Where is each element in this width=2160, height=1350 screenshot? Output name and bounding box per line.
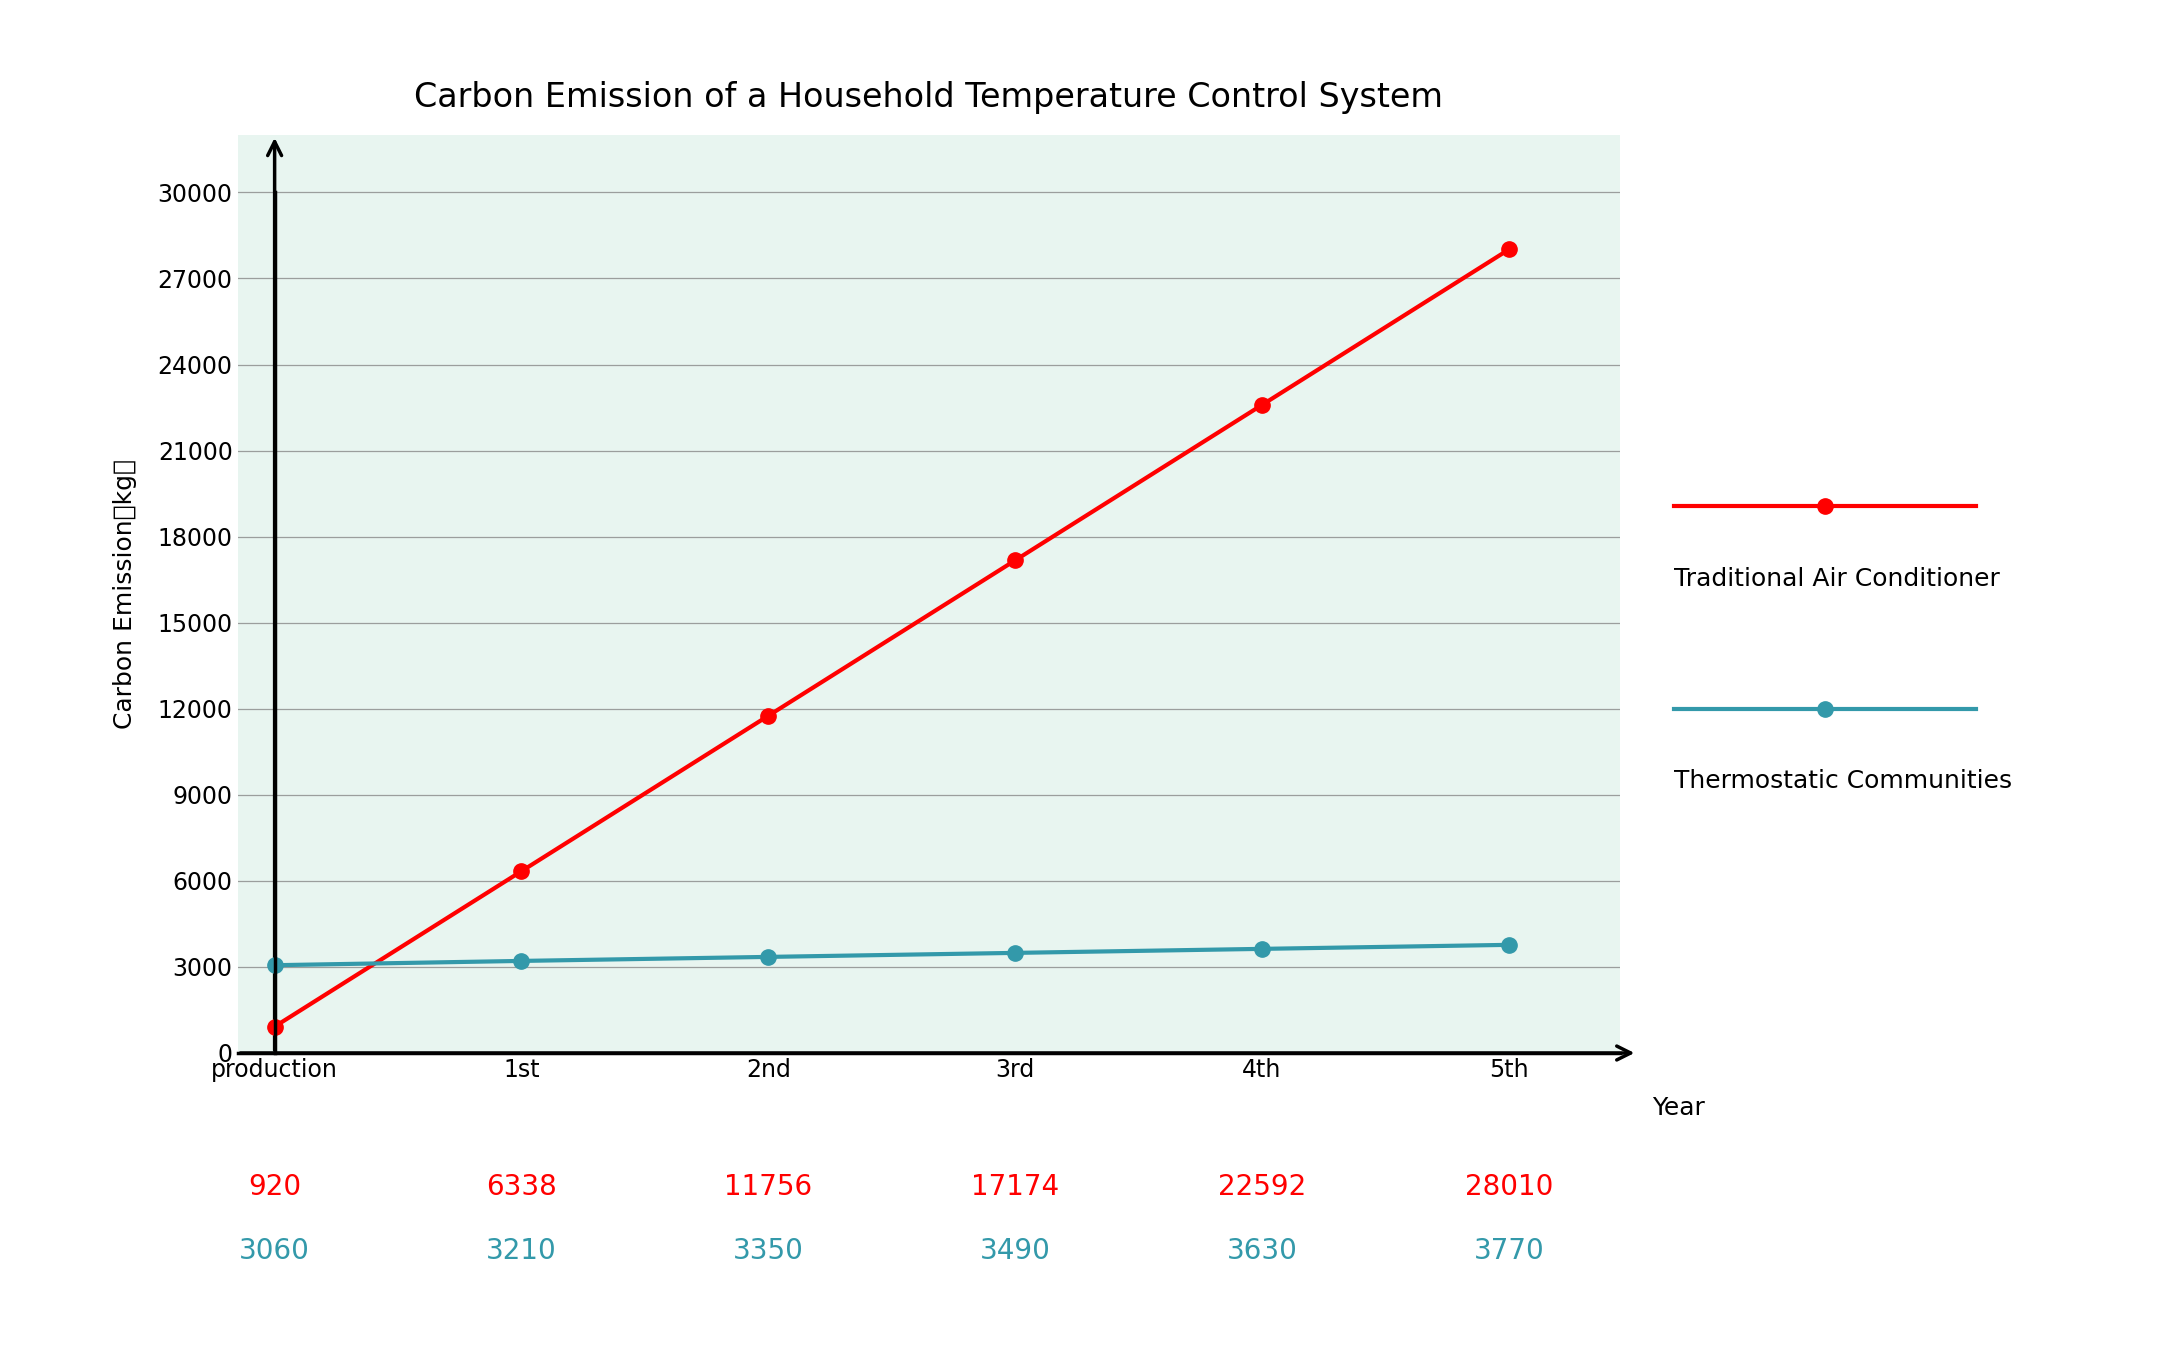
- Text: Carbon Emission of a Household Temperature Control System: Carbon Emission of a Household Temperatu…: [415, 81, 1443, 113]
- Text: 3060: 3060: [240, 1237, 311, 1265]
- Text: Traditional Air Conditioner: Traditional Air Conditioner: [1674, 567, 2000, 591]
- Y-axis label: Carbon Emission（kg）: Carbon Emission（kg）: [112, 459, 136, 729]
- Text: 920: 920: [248, 1173, 300, 1202]
- Text: 3770: 3770: [1473, 1237, 1544, 1265]
- Text: Thermostatic Communities: Thermostatic Communities: [1674, 769, 2013, 794]
- Text: 3490: 3490: [981, 1237, 1050, 1265]
- Text: 6338: 6338: [486, 1173, 557, 1202]
- Text: 11756: 11756: [724, 1173, 812, 1202]
- Text: 3630: 3630: [1227, 1237, 1298, 1265]
- Text: Year: Year: [1652, 1096, 1704, 1120]
- Text: 28010: 28010: [1464, 1173, 1553, 1202]
- Text: 17174: 17174: [972, 1173, 1058, 1202]
- Text: 3210: 3210: [486, 1237, 557, 1265]
- Text: 3350: 3350: [732, 1237, 804, 1265]
- Text: 22592: 22592: [1218, 1173, 1307, 1202]
